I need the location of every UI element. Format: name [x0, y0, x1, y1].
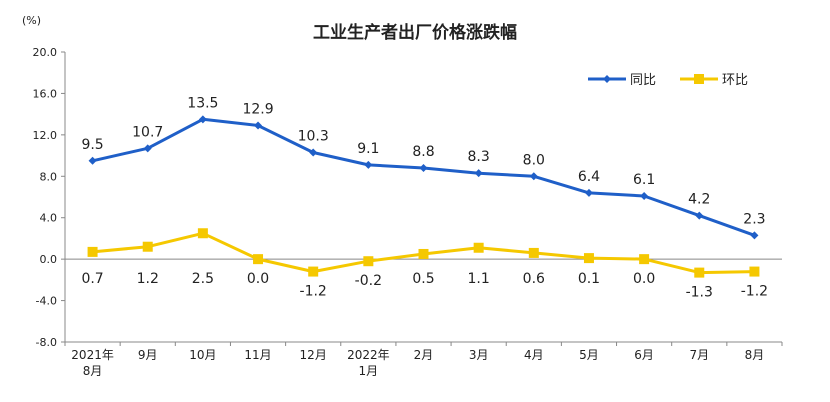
- data-point-diamond: [584, 188, 593, 197]
- data-point-diamond: [695, 211, 704, 220]
- data-label: 2.3: [743, 211, 765, 227]
- x-tick-label: 7月: [689, 348, 709, 362]
- legend-marker-diamond: [603, 75, 611, 83]
- legend-marker-square: [694, 74, 704, 84]
- data-point-diamond: [254, 121, 263, 130]
- x-tick-label: 12月: [300, 348, 327, 362]
- data-point-diamond: [529, 172, 538, 181]
- data-point-diamond: [198, 115, 207, 124]
- data-point-diamond: [640, 191, 649, 200]
- data-point-square: [749, 266, 760, 277]
- data-point-square: [253, 254, 264, 265]
- legend: 同比 环比: [588, 73, 748, 88]
- data-point-square: [583, 253, 594, 264]
- data-label: 8.8: [412, 144, 434, 160]
- data-point-diamond: [474, 169, 483, 178]
- x-tick-label: 11月: [244, 348, 271, 362]
- data-point-square: [363, 256, 374, 267]
- data-label: 10.3: [298, 128, 329, 144]
- data-point-square: [528, 247, 539, 258]
- data-point-square: [197, 228, 208, 239]
- y-tick-label: -4.0: [36, 295, 57, 308]
- data-point-square: [87, 246, 98, 257]
- y-tick-label: -8.0: [36, 336, 57, 349]
- data-label: 6.4: [578, 169, 600, 185]
- plot-area: 20.0 16.0 12.0 8.0 4.0 0.0 -4.0 -8.0 2021年 8月 9月 10…: [33, 46, 783, 378]
- data-point-square: [473, 242, 484, 253]
- x-tick-label: 2021年: [71, 348, 114, 362]
- legend-label: 环比: [722, 73, 748, 88]
- y-tick-label: 16.0: [33, 87, 58, 100]
- y-axis-unit-label: (%): [22, 14, 41, 27]
- data-point-diamond: [88, 156, 97, 165]
- x-tick-label: 6月: [634, 348, 654, 362]
- data-label: -0.2: [355, 273, 382, 289]
- x-tick-label: 9月: [138, 348, 158, 362]
- data-label: 6.1: [633, 172, 655, 188]
- x-tick-label: 2022年: [347, 348, 390, 362]
- data-label: 12.9: [242, 102, 273, 118]
- data-label: 2.5: [192, 271, 214, 287]
- y-tick-label: 12.0: [33, 129, 58, 142]
- data-point-diamond: [750, 231, 759, 240]
- data-point-diamond: [419, 164, 428, 172]
- data-label: -1.2: [300, 284, 327, 300]
- x-tick-label: 5月: [579, 348, 599, 362]
- data-point-square: [308, 266, 319, 277]
- data-label: -1.2: [741, 284, 768, 300]
- data-point-square: [142, 241, 153, 252]
- data-label: 8.0: [523, 152, 545, 168]
- data-label: 10.7: [132, 124, 163, 140]
- data-label: -1.3: [686, 285, 713, 301]
- data-point-square: [418, 248, 429, 259]
- data-label: 9.5: [81, 137, 103, 153]
- data-point-square: [639, 254, 650, 265]
- y-tick-label: 0.0: [40, 253, 58, 266]
- x-tick-label: 10月: [189, 348, 216, 362]
- x-tick-label: 3月: [469, 348, 489, 362]
- data-label: 13.5: [187, 95, 218, 111]
- x-tick-label: 8月: [83, 364, 103, 378]
- x-tick-label: 8月: [745, 348, 765, 362]
- legend-label: 同比: [630, 73, 656, 88]
- y-tick-label: 20.0: [33, 46, 58, 59]
- data-label: 1.2: [137, 271, 159, 287]
- data-label: 0.5: [412, 271, 434, 287]
- data-point-diamond: [364, 160, 373, 169]
- data-label: 0.7: [81, 271, 103, 287]
- x-tick-label: 2月: [414, 348, 434, 362]
- data-label: 0.6: [523, 271, 545, 287]
- x-tick-label: 1月: [359, 364, 379, 378]
- data-label: 0.1: [578, 271, 600, 287]
- data-label: 1.1: [468, 271, 490, 287]
- y-tick-label: 4.0: [40, 212, 58, 225]
- x-tick-label: 4月: [524, 348, 544, 362]
- y-tick-label: 8.0: [40, 170, 58, 183]
- data-point-square: [694, 267, 705, 278]
- data-label: 0.0: [633, 271, 655, 287]
- data-label: 8.3: [468, 149, 490, 165]
- data-label: 9.1: [357, 141, 379, 157]
- data-point-diamond: [143, 144, 152, 153]
- data-label: 4.2: [688, 192, 710, 208]
- data-point-diamond: [309, 148, 318, 157]
- data-label: 0.0: [247, 271, 269, 287]
- chart-title: 工业生产者出厂价格涨跌幅: [313, 22, 517, 43]
